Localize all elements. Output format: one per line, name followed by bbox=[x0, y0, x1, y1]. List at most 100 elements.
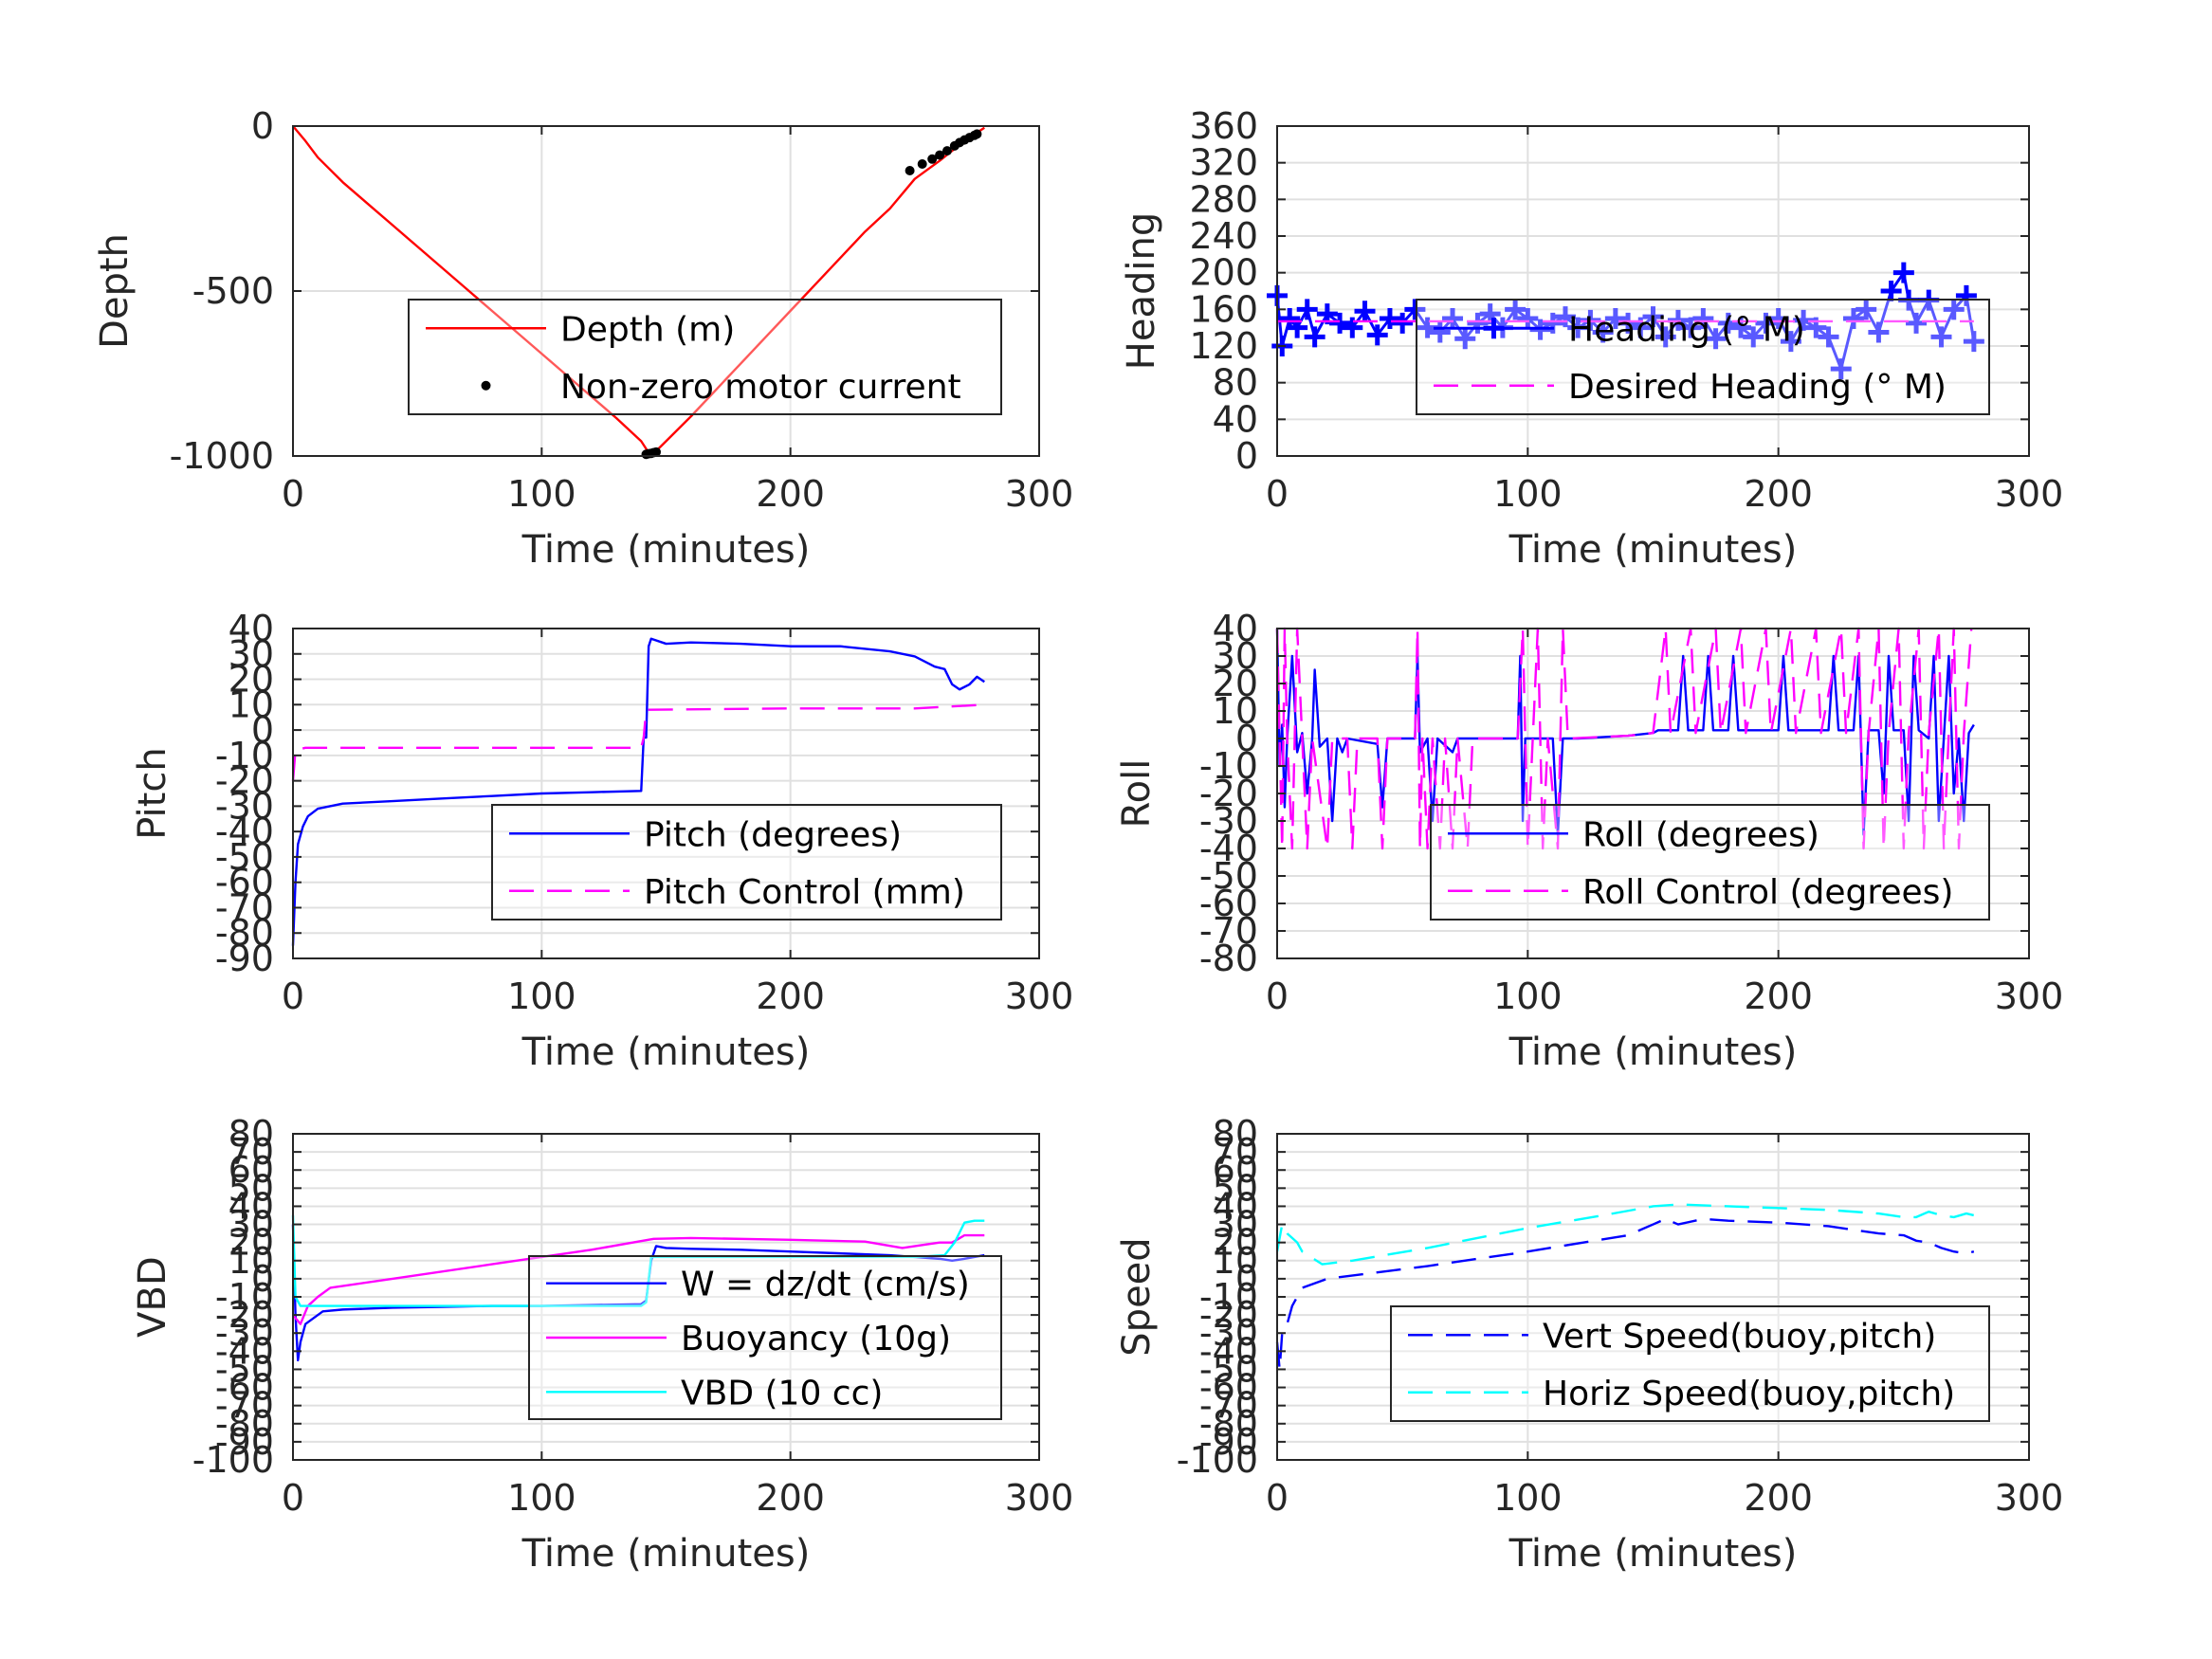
legend-box bbox=[491, 804, 1002, 921]
y-tick-label: 80 bbox=[229, 1113, 274, 1155]
x-axis-label: Time (minutes) bbox=[521, 1030, 811, 1074]
series-group bbox=[1275, 1203, 1975, 1371]
y-tick-label: -10 bbox=[1199, 745, 1258, 787]
series-line-vbd-1 bbox=[292, 1233, 985, 1325]
y-axis-label: Depth bbox=[93, 233, 137, 349]
motor-current-point bbox=[935, 150, 945, 160]
x-tick-label: 100 bbox=[1493, 473, 1563, 515]
y-tick-label: 30 bbox=[1213, 635, 1258, 677]
y-tick-label: -10 bbox=[215, 1276, 274, 1318]
y-tick-label: -20 bbox=[1199, 773, 1258, 814]
series-line-speed-0 bbox=[1275, 1217, 1975, 1371]
legend-box bbox=[1430, 804, 1990, 921]
y-tick-label: -60 bbox=[1199, 883, 1258, 924]
y-tick-label: -40 bbox=[215, 1330, 274, 1372]
y-tick-label: 20 bbox=[229, 1222, 274, 1264]
heading-point bbox=[1955, 284, 1977, 306]
legend-label: Pitch (degrees) bbox=[644, 815, 902, 854]
subplot-pitch: 0 100 200 300-90-80-70-60-50-40-30-20-10010… bbox=[131, 608, 1073, 1074]
x-tick-label: 200 bbox=[756, 1477, 825, 1519]
series-line-speed-1 bbox=[1275, 1203, 1975, 1266]
y-tick-label: 50 bbox=[229, 1167, 274, 1209]
y-tick-label: -70 bbox=[215, 1385, 274, 1427]
x-tick-label: 200 bbox=[756, 473, 825, 515]
heading-point bbox=[1963, 331, 1984, 353]
motor-current-point bbox=[972, 129, 982, 139]
y-tick-label: -30 bbox=[1199, 1312, 1258, 1354]
heading-point bbox=[1842, 308, 1864, 329]
heading-point bbox=[1880, 281, 1902, 301]
y-tick-label: 0 bbox=[1235, 1258, 1258, 1300]
y-tick-label: -90 bbox=[215, 1421, 274, 1463]
x-tick-label: 0 bbox=[282, 975, 304, 1017]
x-axis-label: Time (minutes) bbox=[521, 528, 811, 572]
y-tick-label: 10 bbox=[229, 684, 274, 725]
legend: Vert Speed(buoy,pitch) Horiz Speed(buoy,p… bbox=[1390, 1305, 1990, 1422]
y-tick-label: -70 bbox=[1199, 910, 1258, 952]
motor-current-point bbox=[917, 159, 927, 170]
y-tick-label: -50 bbox=[1199, 1348, 1258, 1390]
series-line-pitch-0 bbox=[291, 637, 985, 946]
legend: Roll (degrees) Roll Control (degrees) bbox=[1430, 804, 1990, 921]
y-tick-label: 10 bbox=[1213, 1240, 1258, 1282]
legend: Depth (m) Non-zero motor current bbox=[408, 299, 1002, 415]
heading-point bbox=[1542, 312, 1563, 334]
x-tick-label: 100 bbox=[1493, 1477, 1563, 1519]
y-tick-label: -60 bbox=[1199, 1367, 1258, 1409]
heading-point bbox=[1680, 317, 1702, 338]
heading-point bbox=[1342, 317, 1363, 338]
x-tick-label: 300 bbox=[1005, 975, 1074, 1017]
series-group bbox=[1275, 627, 1975, 850]
heading-point bbox=[1892, 262, 1914, 283]
y-tick-label: 40 bbox=[229, 1185, 274, 1227]
heading-point bbox=[1592, 321, 1614, 343]
y-tick-label: 0 bbox=[251, 105, 274, 147]
series-line-depth-0 bbox=[292, 125, 985, 454]
x-tick-label: 100 bbox=[507, 1477, 576, 1519]
x-axis-label: Time (minutes) bbox=[1508, 1030, 1798, 1074]
y-tick-label: -20 bbox=[1199, 1294, 1258, 1336]
heading-point bbox=[1379, 308, 1400, 329]
legend-marker bbox=[1483, 318, 1505, 339]
heading-point bbox=[1755, 312, 1777, 334]
heading-point bbox=[1906, 312, 1928, 334]
y-tick-label: -20 bbox=[215, 760, 274, 802]
y-tick-label: 20 bbox=[1213, 1222, 1258, 1264]
y-tick-label: -1000 bbox=[170, 435, 274, 477]
y-tick-label: 0 bbox=[251, 709, 274, 751]
subplot-roll: 0 100 200 300-80-70-60-50-40-30-20-10010203… bbox=[1115, 608, 2063, 1074]
x-tick-label: 100 bbox=[507, 975, 576, 1017]
y-tick-label: 0 bbox=[251, 1258, 274, 1300]
y-tick-label: 80 bbox=[1213, 1113, 1258, 1155]
y-tick-label: -60 bbox=[215, 1367, 274, 1409]
motor-current-point bbox=[927, 154, 938, 164]
heading-point bbox=[1767, 308, 1789, 329]
y-tick-label: -30 bbox=[1199, 800, 1258, 842]
y-tick-label: -40 bbox=[1199, 828, 1258, 869]
x-tick-label: 300 bbox=[1005, 1477, 1074, 1519]
heading-point bbox=[1366, 324, 1388, 346]
heading-point bbox=[1517, 308, 1539, 329]
y-tick-label: -80 bbox=[1199, 938, 1258, 979]
legend-label: W = dz/dt (cm/s) bbox=[681, 1266, 970, 1304]
series-line-roll-1 bbox=[1275, 627, 1973, 850]
y-tick-label: 40 bbox=[229, 608, 274, 649]
y-tick-label: 60 bbox=[229, 1149, 274, 1191]
heading-point bbox=[1654, 326, 1676, 348]
y-tick-label: -50 bbox=[215, 1348, 274, 1390]
legend-label: Roll Control (degrees) bbox=[1582, 873, 1953, 912]
y-tick-label: 200 bbox=[1189, 252, 1258, 294]
x-tick-label: 300 bbox=[1995, 473, 2064, 515]
legend-label: Heading (° M) bbox=[1568, 310, 1805, 349]
heading-point bbox=[1642, 306, 1664, 328]
heading-point bbox=[1392, 312, 1414, 334]
heading-point bbox=[1505, 299, 1526, 320]
plot-area bbox=[1277, 126, 2029, 456]
axes-box bbox=[292, 628, 1040, 959]
x-tick-label: 200 bbox=[1744, 1477, 1813, 1519]
subplot-vbd: 0 100 200 300-100-90-80-70-60-50-40-30-20-1… bbox=[131, 1113, 1073, 1576]
x-tick-label: 0 bbox=[1266, 473, 1289, 515]
legend-label: Roll (degrees) bbox=[1582, 815, 1819, 854]
legend-label: Non-zero motor current bbox=[560, 368, 961, 407]
